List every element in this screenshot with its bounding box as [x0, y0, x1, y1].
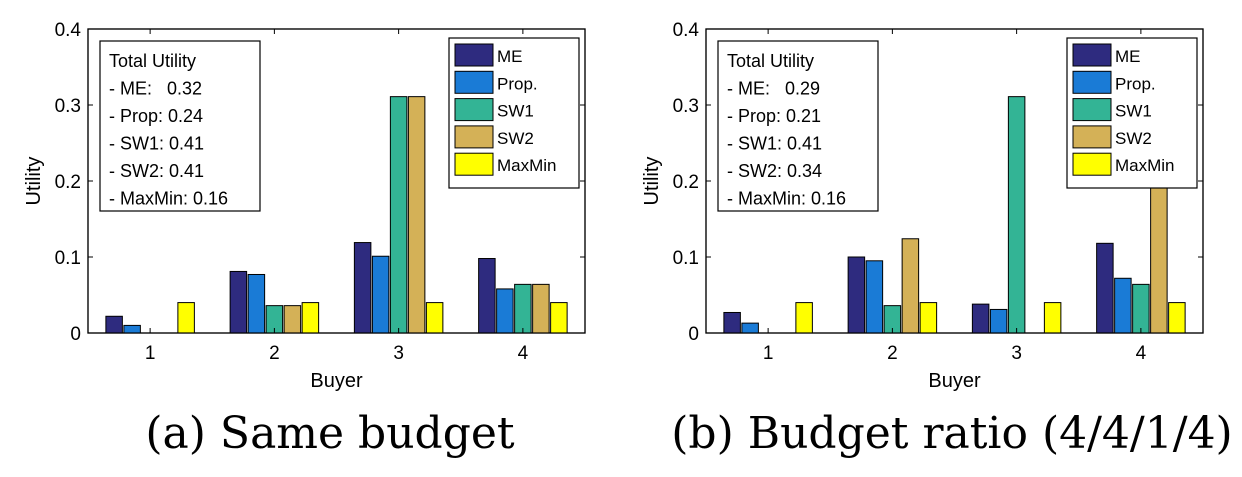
annotation-line: - SW1: 0.41 [727, 134, 822, 154]
annotation-title: Total Utility [109, 51, 196, 71]
y-tick-label: 0.3 [55, 96, 81, 117]
legend-label: ME [1115, 47, 1141, 66]
bar-sw2-buyer-2 [901, 238, 920, 334]
bar-sw1-buyer-4 [1132, 283, 1150, 334]
bar-sw1-buyer-3 [1007, 96, 1026, 334]
legend-label: Prop. [497, 74, 538, 93]
x-tick-label: 3 [393, 343, 404, 364]
bar-prop-buyer-1 [741, 322, 759, 334]
bar-me-buyer-3 [971, 303, 990, 334]
annotation-line: - ME: 0.29 [727, 79, 820, 99]
x-tick-label: 1 [145, 343, 156, 364]
y-axis-label: Utility [23, 157, 45, 206]
bar-prop-buyer-3 [371, 255, 390, 334]
x-axis-label: Buyer [310, 370, 363, 392]
bar-sw1-buyer-4 [514, 283, 532, 334]
bar-me-buyer-4 [1096, 242, 1114, 334]
legend-label: MaxMin [497, 156, 557, 175]
annotation-line: - SW1: 0.41 [109, 134, 204, 154]
bar-maxmin-buyer-1 [177, 302, 195, 334]
annotation-box [99, 40, 261, 212]
bar-maxmin-buyer-2 [919, 302, 938, 334]
legend-swatch [1072, 125, 1112, 149]
y-tick-label: 0.3 [673, 96, 699, 117]
y-tick-label: 0.4 [673, 20, 700, 41]
legend-label: SW1 [497, 102, 534, 121]
axes-border [705, 28, 1204, 334]
bar-me-buyer-1 [723, 311, 741, 334]
legend-swatch [454, 98, 494, 122]
chart-caption: (a) Same budget [145, 408, 515, 459]
y-tick-label: 0.4 [55, 20, 82, 41]
bar-prop-buyer-4 [1114, 277, 1132, 334]
bar-sw2-buyer-4 [532, 283, 550, 334]
x-tick-label: 2 [887, 343, 898, 364]
legend-swatch [454, 43, 494, 67]
annotation-title: Total Utility [727, 51, 814, 71]
bar-prop-buyer-2 [865, 260, 884, 334]
bar-maxmin-buyer-4 [1168, 302, 1186, 334]
y-tick-label: 0.2 [55, 172, 81, 193]
bar-sw1-buyer-3 [389, 96, 408, 334]
x-tick-label: 4 [518, 343, 529, 364]
chart-caption: (b) Budget ratio (4/4/1/4) [671, 408, 1232, 459]
bar-prop-buyer-4 [496, 288, 514, 334]
legend-swatch [1072, 70, 1112, 94]
chart-panel-b: 0 0.1 0.2 0.3 0.4 1 2 3 4 Buyer Utility Total Utili… [641, 20, 1233, 459]
legend-swatch [1072, 98, 1112, 122]
x-tick-label: 2 [269, 343, 280, 364]
bar-sw2-buyer-2 [283, 305, 302, 334]
bar-me-buyer-2 [847, 256, 866, 334]
legend-label: SW2 [497, 129, 534, 148]
legend-swatch [1072, 152, 1112, 176]
bar-me-buyer-4 [478, 258, 496, 334]
legend-swatch [454, 152, 494, 176]
x-tick-label: 1 [763, 343, 774, 364]
annotation-line: - MaxMin: 0.16 [727, 189, 846, 209]
legend-label: SW2 [1115, 129, 1152, 148]
legend-label: MaxMin [1115, 156, 1175, 175]
legend-swatch [454, 125, 494, 149]
y-axis-label: Utility [641, 157, 663, 206]
bar-sw2-buyer-3 [407, 96, 426, 334]
annotation-line: - SW2: 0.34 [727, 161, 822, 181]
legend-swatch [454, 70, 494, 94]
bar-sw2-buyer-4 [1150, 167, 1168, 334]
annotation-line: - SW2: 0.41 [109, 161, 204, 181]
x-tick-label: 3 [1011, 343, 1022, 364]
y-tick-label: 0 [70, 324, 81, 345]
x-tick-label: 4 [1136, 343, 1147, 364]
bar-prop-buyer-1 [123, 324, 141, 334]
y-tick-label: 0 [688, 324, 699, 345]
annotation-line: - Prop: 0.24 [109, 106, 203, 126]
bar-me-buyer-2 [229, 270, 248, 334]
legend-label: ME [497, 47, 523, 66]
chart-panel-a: 0 0.1 0.2 0.3 0.4 1 2 3 4 Buyer Utility Total Utili… [23, 20, 586, 459]
bar-maxmin-buyer-2 [301, 302, 320, 334]
bar-prop-buyer-2 [247, 273, 266, 334]
y-tick-label: 0.1 [55, 248, 81, 269]
axes-border [87, 28, 586, 334]
annotation-box [717, 40, 879, 212]
bar-maxmin-buyer-3 [1043, 302, 1062, 334]
legend-swatch [1072, 43, 1112, 67]
bar-me-buyer-3 [353, 242, 372, 334]
bar-maxmin-buyer-4 [550, 302, 568, 334]
bar-me-buyer-1 [105, 315, 123, 334]
bar-maxmin-buyer-1 [795, 302, 813, 334]
annotation-line: - MaxMin: 0.16 [109, 189, 228, 209]
y-tick-label: 0.1 [673, 248, 699, 269]
legend-label: Prop. [1115, 74, 1156, 93]
annotation-line: - Prop: 0.21 [727, 106, 821, 126]
legend-label: SW1 [1115, 102, 1152, 121]
bar-maxmin-buyer-3 [425, 302, 444, 334]
bar-prop-buyer-3 [989, 308, 1008, 334]
x-axis-label: Buyer [928, 370, 981, 392]
annotation-line: - ME: 0.32 [109, 79, 202, 99]
y-tick-label: 0.2 [673, 172, 699, 193]
